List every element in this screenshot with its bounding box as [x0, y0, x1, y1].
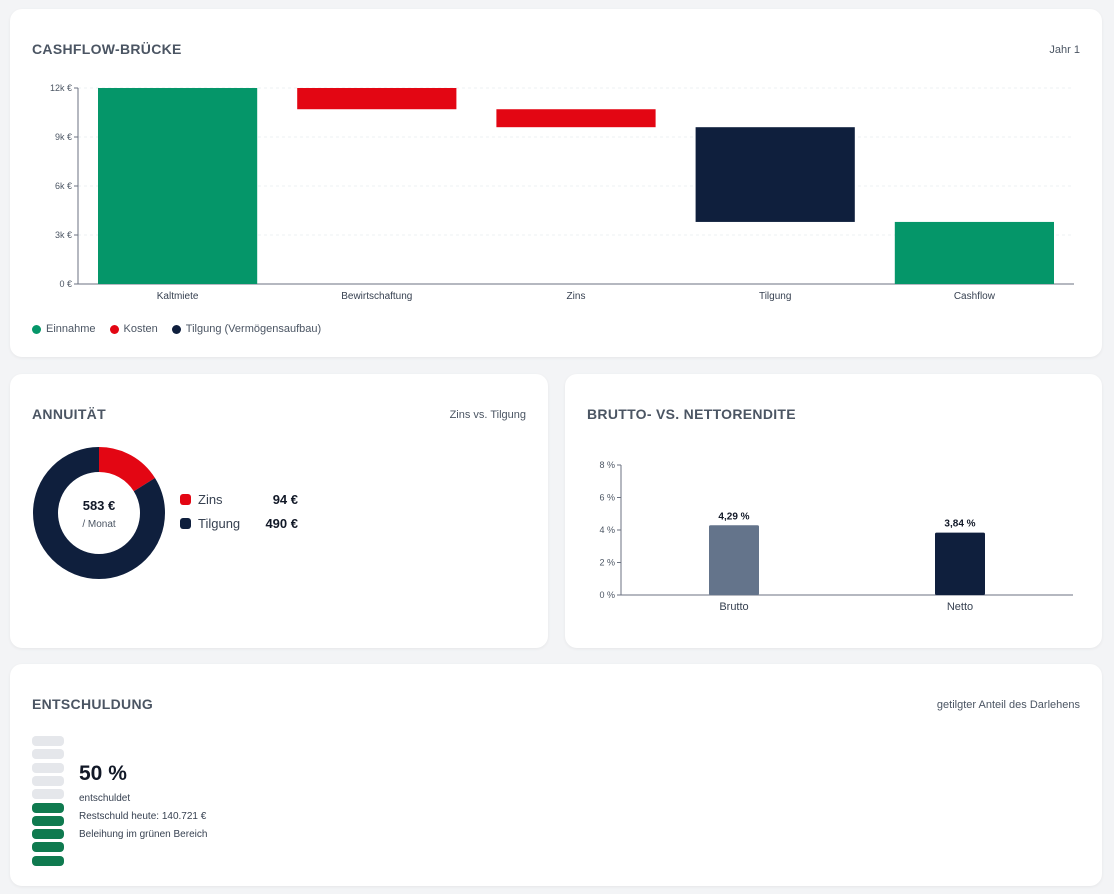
progress-segment — [32, 815, 64, 826]
y-tick-label: 12k € — [50, 83, 72, 93]
cashflow-title: CASHFLOW-BRÜCKE — [32, 41, 182, 57]
beleihung-text: Beleihung im grünen Bereich — [79, 829, 208, 840]
donut-legend-label-tilgung: Tilgung — [198, 516, 241, 531]
y-tick-label: 2 % — [599, 558, 615, 568]
x-tick-label: Zins — [567, 291, 586, 302]
rendite-card: BRUTTO- VS. NETTORENDITE 0 % 2 % 4 % 6 % 8 %… — [565, 374, 1102, 648]
restschuld-text: Restschuld heute: 140.721 € — [79, 811, 207, 822]
annuitaet-card: ANNUITÄT Zins vs. Tilgung 583 € / Monat … — [10, 374, 548, 648]
bar-bewirtschaftung — [297, 88, 457, 110]
legend-dot-kosten — [109, 324, 119, 334]
y-tick-label: 4 % — [599, 525, 615, 535]
cashflow-legend: Einnahme Kosten Tilgung (Vermögensaufbau… — [32, 323, 321, 335]
rendite-chart: 0 % 2 % 4 % 6 % 8 % 4,29 % Brutto 3,84 % Netto — [599, 460, 1073, 613]
bar-brutto — [709, 525, 759, 595]
legend-item-einnahme: Einnahme — [32, 323, 96, 335]
cashflow-chart: 0 € 3k € 6k € 9k € 12k € Kaltmiete Bewirtschaf… — [50, 83, 1074, 302]
progress-segment — [32, 855, 64, 866]
debt-percent: 50 % — [79, 762, 127, 785]
y-tick-label: 6k € — [55, 181, 72, 191]
cashflow-subtitle: Jahr 1 — [1049, 44, 1080, 56]
donut-legend-marker-zins — [180, 494, 191, 505]
legend-dot-einnahme — [32, 324, 41, 334]
y-tick-label: 6 % — [599, 493, 615, 503]
annuity-donut-chart — [33, 447, 165, 579]
progress-segment — [32, 736, 64, 746]
bar-netto — [935, 532, 985, 595]
x-tick-label: Cashflow — [954, 291, 996, 302]
bar-tilgung — [695, 127, 855, 222]
legend-label-einnahme: Einnahme — [46, 323, 96, 335]
y-tick-label: 0 % — [599, 590, 615, 600]
donut-center-label: / Monat — [82, 519, 116, 530]
entschuldung-title: ENTSCHULDUNG — [32, 696, 154, 712]
y-tick-label: 9k € — [55, 132, 72, 142]
y-tick-label: 0 € — [59, 279, 72, 289]
donut-slice-tilgung — [33, 447, 165, 579]
legend-dot-tilgung — [171, 324, 181, 334]
bar-zins — [496, 109, 656, 128]
donut-legend-row-tilgung: Tilgung 490 € — [180, 516, 298, 531]
x-tick-label: Tilgung — [759, 291, 791, 302]
donut-legend-marker-tilgung — [180, 518, 191, 529]
data-label: 3,84 % — [944, 519, 975, 530]
x-tick-label: Bewirtschaftung — [341, 291, 412, 302]
progress-segment — [32, 762, 64, 773]
bar-cashflow — [894, 221, 1054, 284]
entschuldung-card: ENTSCHULDUNG getilgter Anteil des Darleh… — [10, 664, 1102, 886]
donut-legend-label-zins: Zins — [198, 492, 223, 507]
rendite-title: BRUTTO- VS. NETTORENDITE — [587, 406, 796, 422]
y-tick-label: 8 % — [599, 460, 615, 470]
legend-label-kosten: Kosten — [123, 323, 158, 335]
annuitaet-title: ANNUITÄT — [32, 406, 106, 422]
donut-legend-row-zins: Zins 94 € — [180, 492, 298, 507]
donut-center-value: 583 € — [82, 498, 116, 513]
progress-segment — [32, 829, 64, 840]
x-tick-label: Netto — [947, 601, 973, 613]
progress-segment — [32, 749, 64, 760]
x-tick-label: Brutto — [719, 601, 748, 613]
cashflow-card: CASHFLOW-BRÜCKE Jahr 1 0 € 3k € 6k € 9k € 12… — [10, 9, 1102, 357]
bar-kaltmiete — [98, 88, 258, 284]
y-tick-label: 3k € — [55, 230, 72, 240]
progress-segment — [32, 842, 64, 853]
donut-legend-value-zins: 94 € — [272, 492, 298, 507]
debt-percent-label: entschuldet — [79, 793, 131, 804]
progress-segment — [32, 802, 64, 813]
entschuldung-subtitle: getilgter Anteil des Darlehens — [936, 699, 1080, 711]
legend-item-kosten: Kosten — [109, 323, 158, 335]
donut-legend-value-tilgung: 490 € — [265, 516, 298, 531]
legend-label-tilgung: Tilgung (Vermögensaufbau) — [185, 323, 322, 335]
x-tick-label: Kaltmiete — [157, 291, 199, 302]
donut-legend: Zins 94 € Tilgung 490 € — [180, 492, 298, 540]
legend-item-tilgung: Tilgung (Vermögensaufbau) — [171, 323, 322, 335]
data-label: 4,29 % — [718, 511, 749, 522]
annuitaet-subtitle: Zins vs. Tilgung — [449, 409, 526, 421]
progress-segment — [32, 789, 64, 800]
progress-segment — [32, 775, 64, 786]
